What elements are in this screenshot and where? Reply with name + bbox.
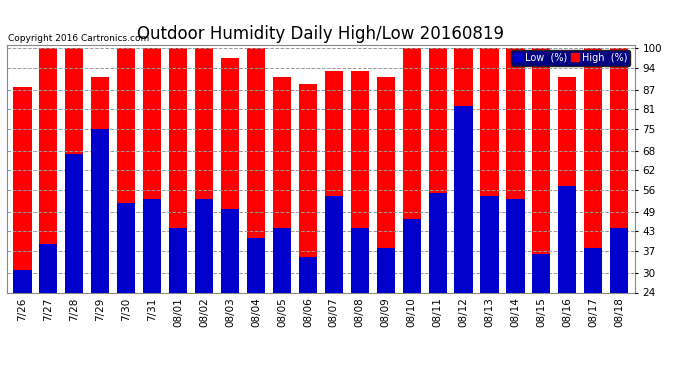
Bar bbox=[143, 48, 161, 292]
Bar bbox=[402, 219, 421, 292]
Bar bbox=[610, 228, 629, 292]
Bar bbox=[610, 48, 629, 292]
Bar bbox=[221, 209, 239, 292]
Text: Copyright 2016 Cartronics.com: Copyright 2016 Cartronics.com bbox=[8, 33, 149, 42]
Bar bbox=[351, 71, 369, 292]
Bar bbox=[66, 154, 83, 292]
Bar bbox=[480, 48, 499, 292]
Bar bbox=[428, 48, 446, 292]
Bar bbox=[195, 199, 213, 292]
Bar bbox=[558, 186, 576, 292]
Bar bbox=[377, 77, 395, 292]
Bar bbox=[221, 58, 239, 292]
Bar bbox=[506, 199, 524, 292]
Bar bbox=[247, 48, 265, 292]
Bar bbox=[273, 228, 291, 292]
Bar bbox=[558, 77, 576, 292]
Bar bbox=[91, 77, 110, 292]
Bar bbox=[325, 196, 343, 292]
Bar bbox=[195, 48, 213, 292]
Bar bbox=[455, 106, 473, 292]
Bar bbox=[247, 238, 265, 292]
Bar bbox=[532, 254, 551, 292]
Bar bbox=[584, 248, 602, 292]
Bar bbox=[532, 48, 551, 292]
Bar bbox=[299, 257, 317, 292]
Bar bbox=[66, 48, 83, 292]
Bar bbox=[91, 129, 110, 292]
Bar bbox=[143, 199, 161, 292]
Bar bbox=[455, 48, 473, 292]
Bar bbox=[506, 48, 524, 292]
Bar bbox=[299, 84, 317, 292]
Bar bbox=[428, 193, 446, 292]
Legend: Low  (%), High  (%): Low (%), High (%) bbox=[511, 50, 630, 66]
Bar bbox=[39, 244, 57, 292]
Bar bbox=[325, 71, 343, 292]
Bar bbox=[169, 48, 187, 292]
Bar bbox=[584, 48, 602, 292]
Bar bbox=[39, 48, 57, 292]
Bar bbox=[117, 48, 135, 292]
Bar bbox=[273, 77, 291, 292]
Bar bbox=[13, 87, 32, 292]
Bar bbox=[117, 202, 135, 292]
Bar bbox=[377, 248, 395, 292]
Bar bbox=[402, 48, 421, 292]
Bar bbox=[13, 270, 32, 292]
Bar bbox=[480, 196, 499, 292]
Bar bbox=[351, 228, 369, 292]
Title: Outdoor Humidity Daily High/Low 20160819: Outdoor Humidity Daily High/Low 20160819 bbox=[137, 26, 504, 44]
Bar bbox=[169, 228, 187, 292]
